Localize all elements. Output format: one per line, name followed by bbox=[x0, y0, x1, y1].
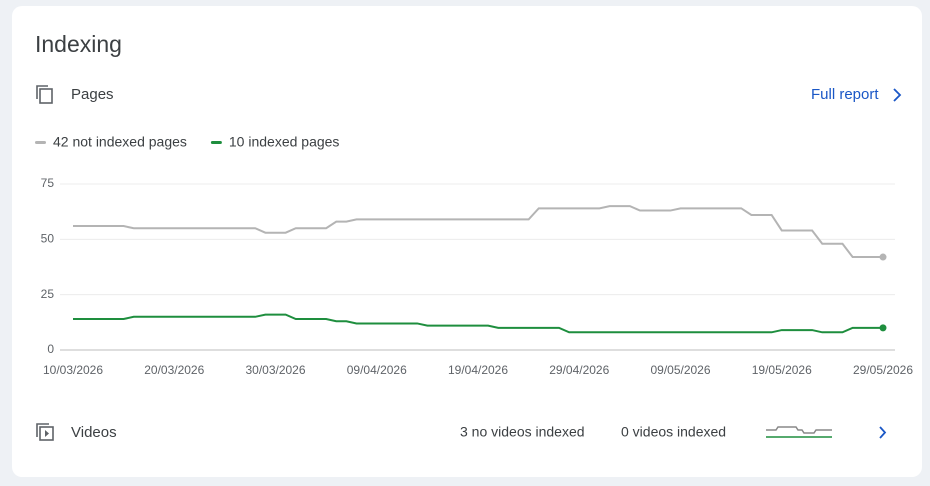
series-line bbox=[73, 313, 883, 334]
x-tick-label: 10/03/2026 bbox=[43, 363, 103, 377]
x-tick-label: 09/05/2026 bbox=[650, 363, 710, 377]
x-tick-label: 09/04/2026 bbox=[347, 363, 407, 377]
y-tick-label: 0 bbox=[47, 342, 54, 356]
card bbox=[12, 6, 922, 477]
x-tick-label: 29/04/2026 bbox=[549, 363, 609, 377]
y-tick-label: 50 bbox=[41, 232, 55, 246]
videos-chevron[interactable] bbox=[879, 426, 887, 439]
legend-swatch bbox=[35, 141, 46, 144]
title: Indexing bbox=[35, 31, 122, 57]
chevron[interactable] bbox=[893, 88, 902, 102]
end-dot bbox=[879, 253, 887, 261]
legend-label: 42 not indexed pages bbox=[53, 134, 187, 150]
videos-indexed: 0 videos indexed bbox=[621, 424, 726, 440]
full-report-link[interactable]: Full report bbox=[811, 86, 879, 103]
videos-sparkline bbox=[766, 426, 832, 438]
legend-swatch bbox=[210, 141, 222, 144]
videos-label: Videos bbox=[71, 424, 117, 441]
pages-icon bbox=[36, 85, 53, 104]
series-line bbox=[73, 205, 883, 259]
x-tick-label: 20/03/2026 bbox=[144, 363, 204, 377]
videos-not-indexed: 3 no videos indexed bbox=[460, 424, 585, 440]
x-tick-label: 19/04/2026 bbox=[448, 363, 508, 377]
chart: 42 not indexed pages 10 indexed pages 0 25 5… bbox=[35, 134, 913, 377]
y-tick-label: 75 bbox=[41, 176, 55, 190]
legend-label: 10 indexed pages bbox=[229, 134, 340, 150]
end-dot bbox=[879, 324, 887, 332]
x-tick-label: 30/03/2026 bbox=[245, 363, 305, 377]
x-tick-label: 19/05/2026 bbox=[752, 363, 812, 377]
pages-label: Pages bbox=[71, 86, 114, 103]
x-tick-label: 29/05/2026 bbox=[853, 363, 913, 377]
videos-icon bbox=[36, 423, 54, 441]
y-tick-label: 25 bbox=[41, 287, 55, 301]
